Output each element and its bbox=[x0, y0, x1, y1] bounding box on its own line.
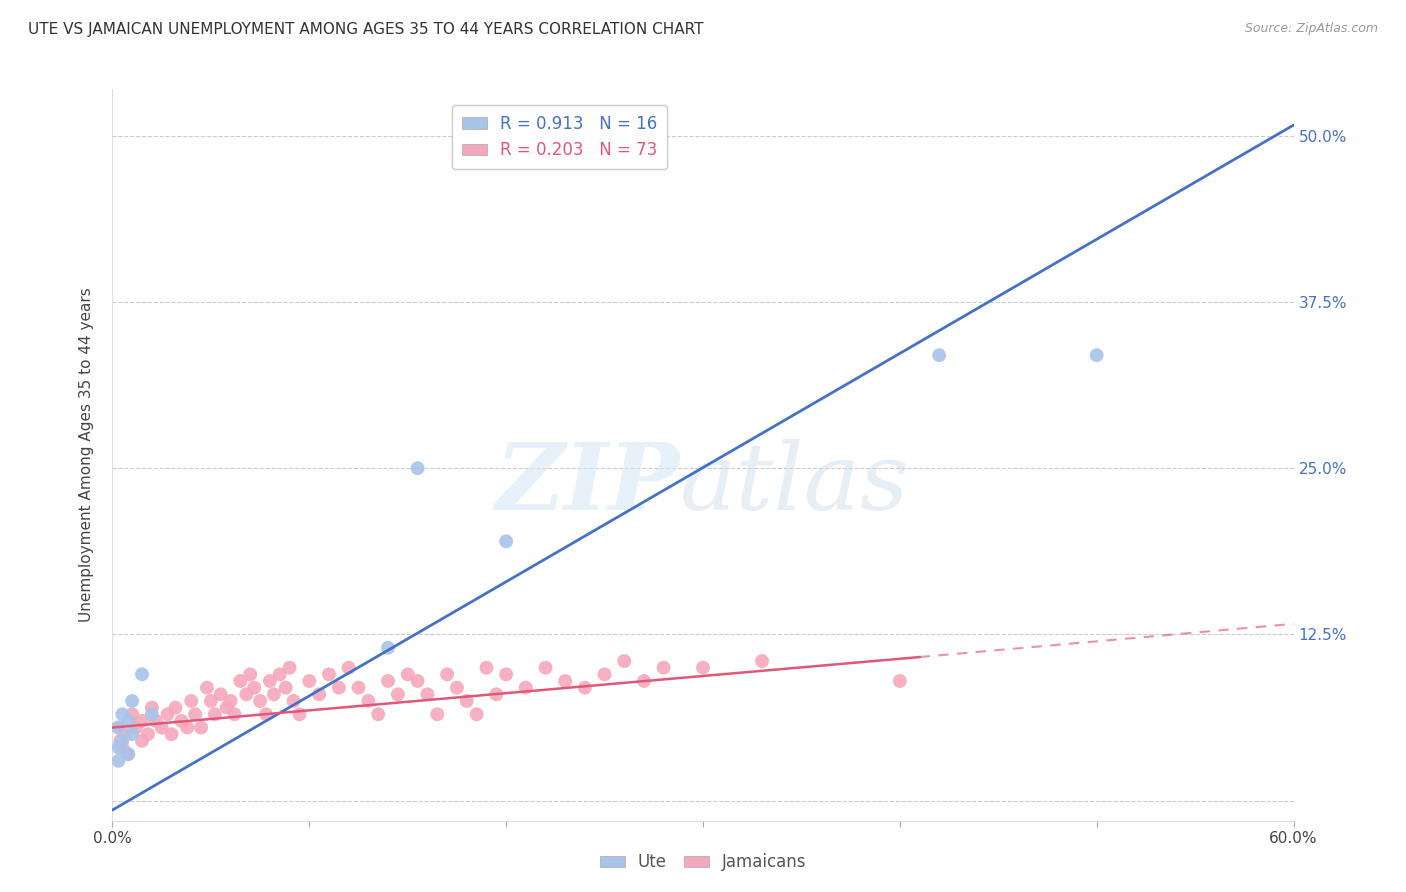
Point bbox=[235, 687, 257, 701]
Point bbox=[495, 534, 517, 549]
Point bbox=[145, 714, 167, 728]
Point bbox=[121, 694, 143, 708]
Point bbox=[1085, 348, 1108, 362]
Point bbox=[117, 747, 139, 761]
Point bbox=[107, 754, 129, 768]
Point bbox=[107, 740, 129, 755]
Point bbox=[446, 681, 468, 695]
Point bbox=[215, 700, 238, 714]
Point bbox=[889, 673, 911, 688]
Point bbox=[751, 654, 773, 668]
Point bbox=[367, 707, 389, 722]
Point bbox=[692, 661, 714, 675]
Point bbox=[112, 727, 135, 741]
Point bbox=[190, 721, 212, 735]
Point bbox=[184, 707, 207, 722]
Point bbox=[426, 707, 449, 722]
Y-axis label: Unemployment Among Ages 35 to 44 years: Unemployment Among Ages 35 to 44 years bbox=[79, 287, 94, 623]
Point bbox=[387, 687, 409, 701]
Point bbox=[249, 694, 271, 708]
Point bbox=[357, 694, 380, 708]
Point bbox=[308, 687, 330, 701]
Point bbox=[195, 681, 218, 695]
Point bbox=[465, 707, 488, 722]
Point bbox=[200, 694, 222, 708]
Point bbox=[593, 667, 616, 681]
Point bbox=[125, 721, 148, 735]
Point bbox=[475, 661, 498, 675]
Point bbox=[278, 661, 301, 675]
Point bbox=[318, 667, 340, 681]
Point bbox=[111, 734, 134, 748]
Point bbox=[239, 667, 262, 681]
Point bbox=[229, 673, 252, 688]
Point bbox=[121, 727, 143, 741]
Text: Source: ZipAtlas.com: Source: ZipAtlas.com bbox=[1244, 22, 1378, 36]
Point bbox=[107, 721, 129, 735]
Point bbox=[131, 734, 153, 748]
Point bbox=[156, 707, 179, 722]
Point bbox=[377, 673, 399, 688]
Point bbox=[111, 707, 134, 722]
Point bbox=[160, 727, 183, 741]
Point bbox=[406, 673, 429, 688]
Point bbox=[165, 700, 187, 714]
Point bbox=[111, 740, 134, 755]
Text: atlas: atlas bbox=[679, 439, 908, 529]
Point bbox=[204, 707, 226, 722]
Point bbox=[377, 640, 399, 655]
Point bbox=[652, 661, 675, 675]
Point bbox=[298, 673, 321, 688]
Text: ZIP: ZIP bbox=[495, 439, 679, 529]
Point bbox=[224, 707, 246, 722]
Point bbox=[131, 667, 153, 681]
Point bbox=[456, 694, 478, 708]
Point bbox=[534, 661, 557, 675]
Point bbox=[259, 673, 281, 688]
Point bbox=[219, 694, 242, 708]
Point bbox=[554, 673, 576, 688]
Point bbox=[121, 707, 143, 722]
Point bbox=[150, 721, 173, 735]
Point bbox=[436, 667, 458, 681]
Point bbox=[269, 667, 291, 681]
Point bbox=[928, 348, 950, 362]
Text: UTE VS JAMAICAN UNEMPLOYMENT AMONG AGES 35 TO 44 YEARS CORRELATION CHART: UTE VS JAMAICAN UNEMPLOYMENT AMONG AGES … bbox=[28, 22, 703, 37]
Point bbox=[288, 707, 311, 722]
Point bbox=[396, 667, 419, 681]
Point bbox=[117, 714, 139, 728]
Point bbox=[347, 681, 370, 695]
Point bbox=[110, 734, 132, 748]
Point bbox=[416, 687, 439, 701]
Point bbox=[176, 721, 198, 735]
Point bbox=[254, 707, 277, 722]
Point bbox=[136, 727, 159, 741]
Point bbox=[141, 700, 163, 714]
Legend: Ute, Jamaicans: Ute, Jamaicans bbox=[593, 847, 813, 878]
Point bbox=[263, 687, 285, 701]
Point bbox=[613, 654, 636, 668]
Point bbox=[243, 681, 266, 695]
Point bbox=[131, 714, 153, 728]
Point bbox=[485, 687, 508, 701]
Point bbox=[117, 747, 139, 761]
Point bbox=[574, 681, 596, 695]
Point bbox=[283, 694, 305, 708]
Point bbox=[209, 687, 232, 701]
Point bbox=[495, 667, 517, 681]
Point bbox=[170, 714, 193, 728]
Point bbox=[337, 661, 360, 675]
Point bbox=[328, 681, 350, 695]
Point bbox=[515, 681, 537, 695]
Point bbox=[633, 673, 655, 688]
Point bbox=[406, 461, 429, 475]
Point bbox=[141, 707, 163, 722]
Point bbox=[107, 721, 129, 735]
Point bbox=[180, 694, 202, 708]
Point bbox=[274, 681, 297, 695]
